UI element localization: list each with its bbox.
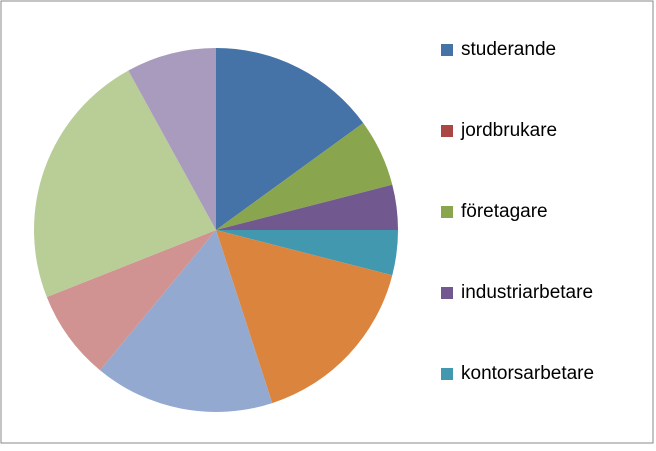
pie-slice (99, 230, 273, 413)
pie-slice (216, 123, 393, 230)
pie-slice (33, 70, 216, 297)
legend-label: kontorsarbetare (461, 363, 594, 384)
pie-slice (216, 184, 398, 230)
pie-slice (216, 230, 393, 404)
legend-label: jordbrukare (460, 120, 557, 141)
legend-label: företagare (461, 201, 548, 222)
legend-label: industriarbetare (461, 282, 593, 303)
legend-label: studerande (461, 39, 556, 60)
legend-swatch (441, 368, 453, 380)
legend-swatch (441, 287, 453, 299)
legend-swatch (441, 44, 453, 56)
pie-slice (216, 48, 364, 230)
legend-swatch (441, 125, 453, 137)
legend-swatch (441, 206, 453, 218)
pie-slice (46, 230, 217, 371)
pie-slice (216, 230, 398, 276)
pie-slice (128, 48, 216, 230)
